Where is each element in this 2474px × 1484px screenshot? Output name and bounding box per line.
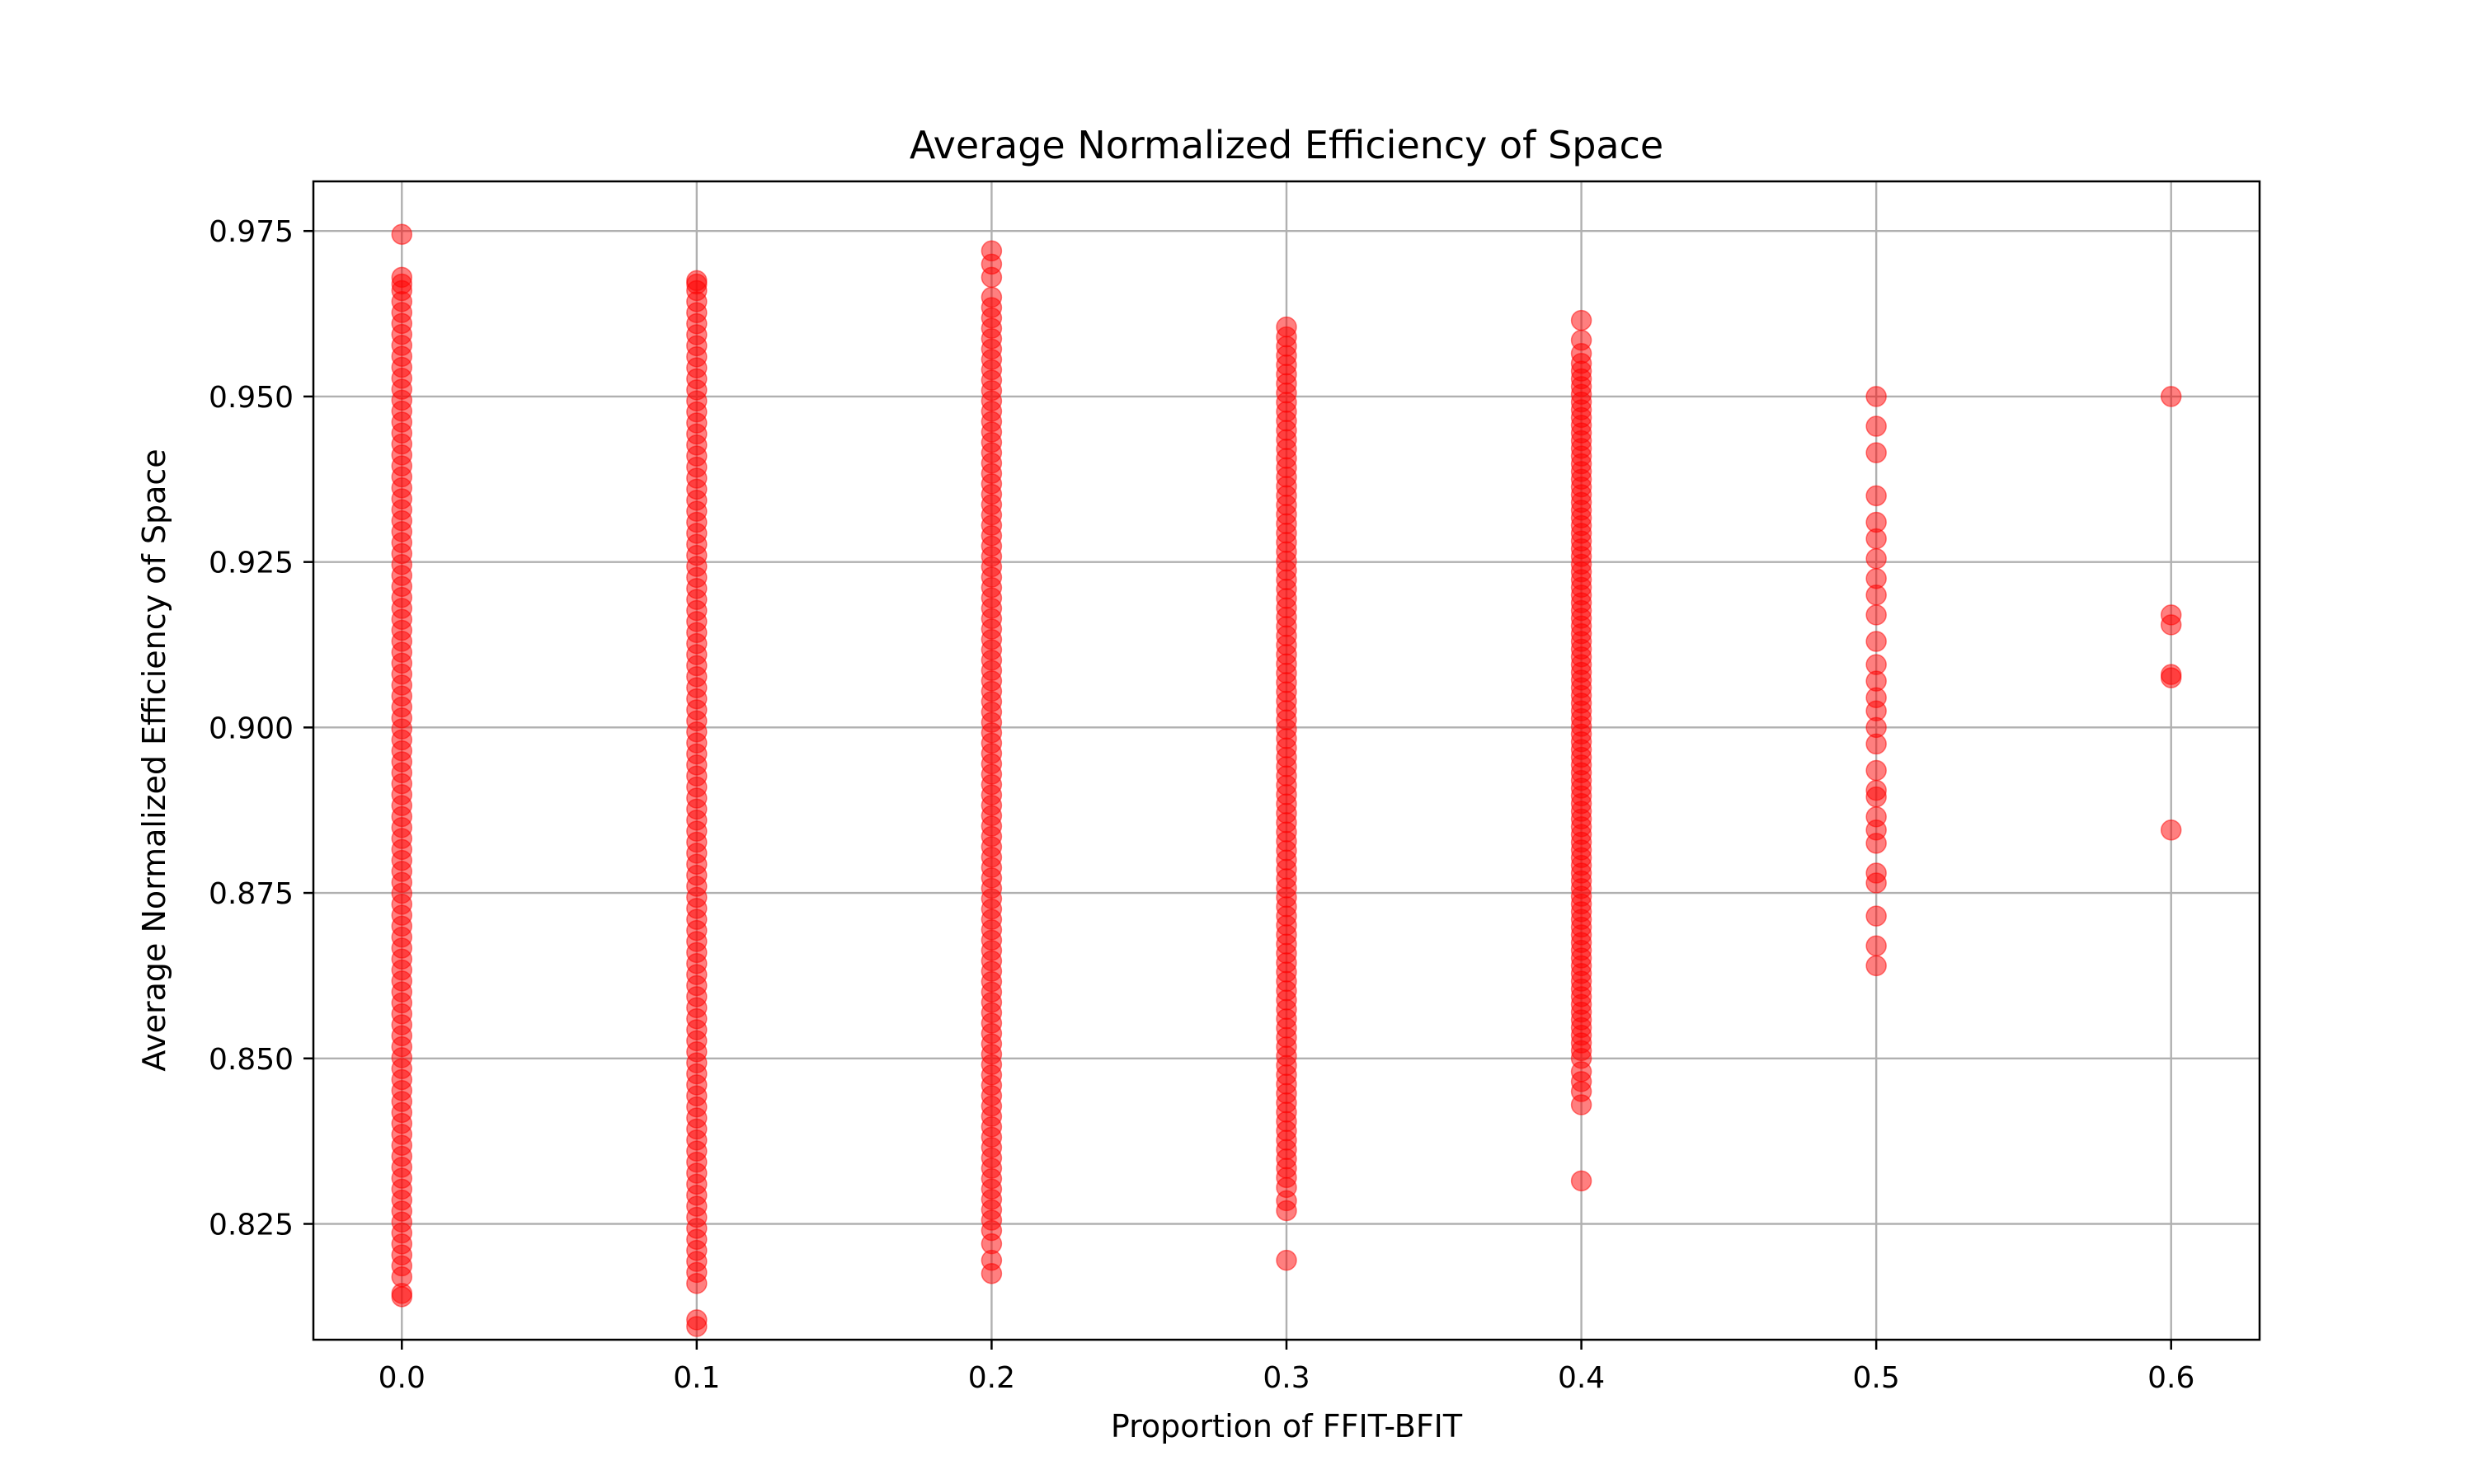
data-point xyxy=(1865,872,1887,894)
data-point xyxy=(1865,733,1887,755)
data-point xyxy=(1276,1200,1297,1222)
data-point xyxy=(1276,316,1297,338)
data-point xyxy=(1865,386,1887,407)
data-point xyxy=(1865,833,1887,854)
data-point xyxy=(1570,1094,1592,1115)
data-point xyxy=(1865,631,1887,652)
y-tick-label: 0.825 xyxy=(209,1209,294,1242)
data-point xyxy=(981,286,1003,308)
data-point xyxy=(2160,819,2182,841)
x-tick-label: 0.0 xyxy=(379,1361,426,1395)
data-point xyxy=(1865,604,1887,626)
data-points xyxy=(391,223,2182,1337)
data-point xyxy=(391,273,413,295)
data-point xyxy=(981,1262,1003,1284)
data-point xyxy=(1865,935,1887,957)
y-axis-label: Average Normalized Efficiency of Space xyxy=(136,448,172,1071)
x-tick-label: 0.3 xyxy=(1263,1361,1310,1395)
chart-title: Average Normalized Efficiency of Space xyxy=(910,123,1663,167)
data-point xyxy=(1865,955,1887,977)
data-point xyxy=(1865,547,1887,570)
data-point xyxy=(1865,759,1887,782)
y-tick-label: 0.875 xyxy=(209,877,294,911)
y-tick-label: 0.925 xyxy=(209,547,294,580)
y-tick-label: 0.850 xyxy=(209,1043,294,1077)
data-point xyxy=(1570,309,1592,331)
data-point xyxy=(1570,1170,1592,1192)
y-tick-label: 0.950 xyxy=(209,381,294,415)
y-tick-label: 0.975 xyxy=(209,215,294,249)
y-axis-ticks: 0.825 0.850 0.875 0.900 0.925 0.950 0.975 xyxy=(209,215,313,1242)
data-point xyxy=(1865,442,1887,463)
x-axis-ticks: 0.0 0.1 0.2 0.3 0.4 0.5 0.6 xyxy=(379,1340,2194,1395)
data-point xyxy=(1865,786,1887,808)
x-tick-label: 0.6 xyxy=(2147,1361,2194,1395)
data-point xyxy=(1865,585,1887,606)
data-point xyxy=(1865,905,1887,927)
x-tick-label: 0.1 xyxy=(673,1361,720,1395)
data-point xyxy=(1865,528,1887,550)
data-point xyxy=(1276,1249,1297,1271)
data-point xyxy=(686,1316,708,1337)
data-point xyxy=(686,273,708,295)
data-point xyxy=(2160,386,2182,407)
data-point xyxy=(391,1286,413,1308)
data-point xyxy=(1865,485,1887,507)
x-tick-label: 0.5 xyxy=(1853,1361,1900,1395)
x-tick-label: 0.2 xyxy=(968,1361,1015,1395)
data-point xyxy=(2160,614,2182,636)
x-axis-label: Proportion of FFIT-BFIT xyxy=(1111,1408,1463,1444)
data-point xyxy=(981,266,1003,289)
data-point xyxy=(2160,667,2182,688)
data-point xyxy=(391,223,413,245)
y-tick-label: 0.900 xyxy=(209,711,294,745)
data-point xyxy=(1865,416,1887,437)
data-point xyxy=(1570,342,1592,364)
x-tick-label: 0.4 xyxy=(1558,1361,1605,1395)
